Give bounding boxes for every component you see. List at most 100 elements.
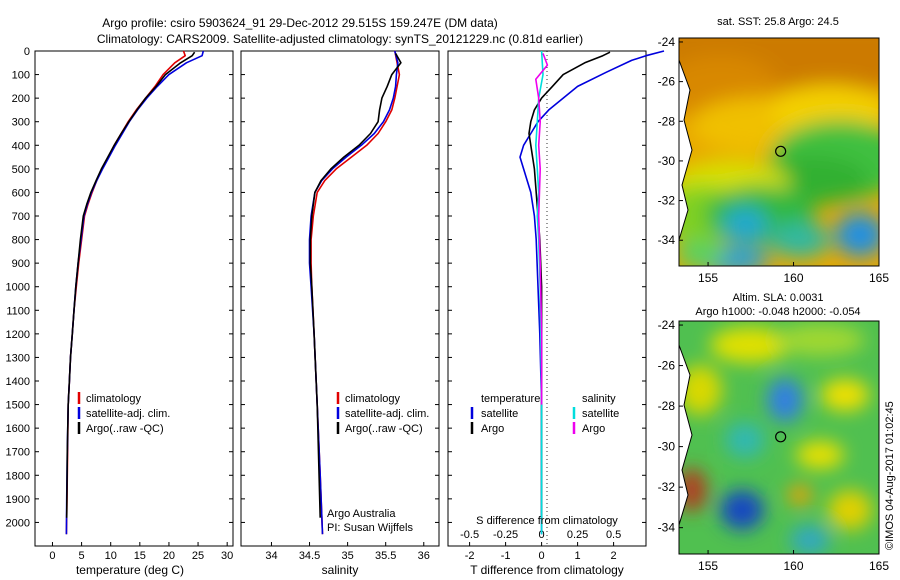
annotation-pi: PI: Susan Wijffels [327, 522, 413, 534]
map-y-tick-label: -34 [658, 233, 676, 247]
y-tick-label: 200 [12, 93, 30, 105]
sst-map-panel: sat. SST: 25.8 Argo: 24.5 1 [658, 16, 890, 285]
map-y-tick-label: -24 [658, 318, 676, 332]
temperature-axis-ticks: 0 5 10 15 20 25 300100200300400500600700800900… [6, 46, 234, 562]
difference-xlabel: T difference from climatology [470, 563, 624, 577]
x-tick-label: 2 [611, 550, 617, 562]
argo-float-marker [775, 431, 787, 443]
y-tick-label: 1400 [6, 376, 30, 388]
temperature-plot-frame [34, 50, 234, 547]
sla-map-subtitle: Argo h1000: -0.048 h2000: -0.054 [695, 306, 860, 318]
map-x-tick-label: 165 [869, 271, 889, 285]
sst-map-frame [678, 37, 880, 267]
sla-map-frame [678, 320, 880, 555]
x-tick-label: 34 [265, 550, 277, 562]
map-y-tick-label: -28 [658, 114, 676, 128]
y-tick-label: 0 [24, 46, 30, 58]
y-tick-label: 700 [12, 211, 30, 223]
y-tick-label: 800 [12, 235, 30, 247]
map-x-tick-label: 165 [869, 559, 889, 573]
difference-axis-ticks: -2 -1 0 1 2 -0.5 -0.25 0 0.25 0.5 [448, 50, 646, 562]
sst-field [679, 38, 879, 266]
series-line-satellite [519, 50, 665, 535]
y-tick-label: 1500 [6, 400, 30, 412]
map-y-tick-label: -24 [658, 35, 676, 49]
y-tick-label: 300 [12, 117, 30, 129]
map-y-tick-label: -28 [658, 399, 676, 413]
map-x-tick-label: 160 [784, 559, 804, 573]
salinity-plot-frame [240, 50, 440, 547]
y-tick-label: 1900 [6, 494, 30, 506]
map-y-tick-label: -32 [658, 480, 676, 494]
legend-label-argo: Argo(..raw -QC) [345, 423, 423, 435]
sla-map-ticks: 155 160 165 -24 -26 -28 -30 -32 -34 [658, 318, 890, 573]
sla-field [679, 321, 879, 554]
map-y-tick-label: -26 [658, 75, 676, 89]
header-line1: Argo profile: csiro 5903624_91 29-Dec-20… [102, 16, 498, 30]
x-tick-label: 35 [341, 550, 353, 562]
sst-map-title: sat. SST: 25.8 Argo: 24.5 [717, 16, 839, 28]
x-tick-label: -2 [465, 550, 475, 562]
difference-series [519, 50, 665, 535]
legend-label-climatology: climatology [345, 393, 401, 405]
map-x-tick-label: 160 [784, 271, 804, 285]
x-tick-label: 10 [105, 550, 117, 562]
y-tick-label: 500 [12, 164, 30, 176]
salinity-legend: climatology satellite-adj. clim. Argo(..… [336, 392, 429, 435]
salinity-profile-panel: 34 34.5 35 35.5 36 climatology satellite-adj… [240, 50, 440, 577]
map-y-tick-label: -34 [658, 521, 676, 535]
sla-map-panel: Altim. SLA: 0.0031 Argo h1000: -0.048 h2… [658, 292, 890, 573]
map-x-tick-label: 155 [698, 271, 718, 285]
x-tick-label: 35.5 [375, 550, 396, 562]
series-line-argo-raw-qc- [65, 51, 196, 518]
x-tick-label: 30 [221, 550, 233, 562]
map-y-tick-label: -26 [658, 359, 676, 373]
x-tick-label: 5 [79, 550, 85, 562]
y-tick-label: 1700 [6, 447, 30, 459]
y-tick-label: 1200 [6, 329, 30, 341]
x-tick-label: 20 [163, 550, 175, 562]
y-tick-label: 1300 [6, 352, 30, 364]
y-tick-label: 2000 [6, 517, 30, 529]
legend-label-sal-satellite: satellite [582, 408, 619, 420]
y-tick-label: 900 [12, 258, 30, 270]
legend-label-argo: Argo(..raw -QC) [86, 423, 164, 435]
legend-label-temp-argo: Argo [481, 423, 504, 435]
x-tick-label: 0 [539, 550, 545, 562]
y-tick-label: 100 [12, 70, 30, 82]
y-tick-label: 1600 [6, 423, 30, 435]
temperature-xlabel: temperature (deg C) [76, 563, 184, 577]
x2-tick-label: 0.25 [567, 529, 588, 541]
temperature-legend: climatology satellite-adj. clim. Argo(..… [77, 392, 170, 435]
salinity-axis-ticks: 34 34.5 35 35.5 36 [241, 50, 439, 562]
coastline [679, 344, 693, 526]
sla-map-title: Altim. SLA: 0.0031 [732, 292, 823, 304]
argo-float-marker [775, 145, 787, 157]
x2-tick-label: -0.25 [493, 529, 518, 541]
legend-label-temp-satellite: satellite [481, 408, 518, 420]
y-tick-label: 400 [12, 140, 30, 152]
y-tick-label: 1800 [6, 470, 30, 482]
difference-profile-panel: -2 -1 0 1 2 -0.5 -0.25 0 0.25 0.5 temperature sat… [447, 50, 665, 577]
y-tick-label: 1100 [6, 305, 30, 317]
legend-header-temperature: temperature [481, 393, 540, 405]
salinity-xlabel: salinity [322, 563, 359, 577]
series-line-argo-raw-qc- [309, 53, 402, 518]
x-tick-label: 25 [192, 550, 204, 562]
x-tick-label: 34.5 [299, 550, 320, 562]
map-y-tick-label: -30 [658, 154, 676, 168]
series-line-argo [534, 53, 549, 405]
temperature-series [65, 50, 205, 535]
x-tick-label: 36 [418, 550, 430, 562]
sst-map-ticks: 155 160 165 -24 -26 -28 -30 -32 -34 [658, 35, 890, 285]
temperature-profile-panel: 0 5 10 15 20 25 300100200300400500600700800900… [6, 46, 234, 577]
difference-x2label: S difference from climatology [476, 515, 618, 527]
map-y-tick-label: -30 [658, 440, 676, 454]
map-x-tick-label: 155 [698, 559, 718, 573]
legend-label-satellite: satellite-adj. clim. [86, 408, 170, 420]
x-tick-label: -1 [501, 550, 511, 562]
x-tick-label: 1 [575, 550, 581, 562]
coastline [679, 59, 693, 241]
y-tick-label: 600 [12, 187, 30, 199]
